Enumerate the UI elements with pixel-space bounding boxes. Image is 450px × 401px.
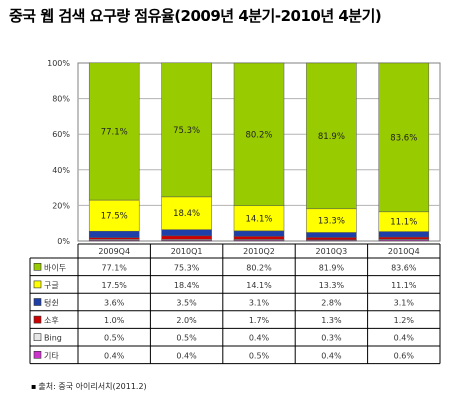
source-text: 출처: 중국 아이리서치(2011.2) [38, 382, 147, 391]
table-cell: 18.4% [174, 281, 200, 290]
legend-swatch [33, 333, 42, 342]
bar-segment [161, 196, 212, 230]
bar-segment [88, 237, 140, 240]
legend-label: Bing [44, 334, 62, 343]
bar-segment [306, 237, 357, 241]
bar-segment [306, 62, 357, 210]
bar-segment [378, 236, 430, 240]
y-tick-label: 20% [52, 201, 70, 210]
table-cell: 1.3% [321, 316, 342, 325]
bar-data-label: 77.1% [101, 127, 128, 137]
table-cell: 0.5% [176, 334, 197, 343]
table-cell: 0.4% [394, 334, 415, 343]
bar-segment [161, 229, 212, 237]
bar-data-label: 11.1% [390, 218, 417, 228]
table-cell: 1.2% [394, 316, 415, 325]
bullet-icon: ▪ [31, 382, 37, 391]
table-cell: 83.6% [391, 263, 417, 272]
table-cell: 0.5% [249, 351, 270, 360]
legend-swatch [33, 298, 42, 306]
table-cell: 3.1% [394, 299, 415, 308]
bar-data-label: 80.2% [245, 130, 272, 140]
bar-segment [306, 232, 357, 238]
bar-data-label: 81.9% [318, 132, 345, 142]
bar-data-label: 14.1% [245, 214, 272, 224]
category-label: 2010Q1 [171, 247, 203, 256]
legend-swatch [33, 280, 42, 289]
table-cell: 14.1% [246, 281, 272, 290]
y-tick-label: 0% [57, 237, 70, 246]
table-cell: 0.4% [176, 351, 197, 360]
category-label: 2010Q2 [243, 247, 275, 256]
legend-label: 기타 [44, 351, 59, 360]
bar-segment [161, 235, 212, 240]
bar-segment [161, 62, 212, 198]
bar-segment [88, 230, 140, 238]
bar-segment [378, 62, 430, 213]
legend-label: 바이두 [44, 262, 66, 272]
table-cell: 0.6% [394, 351, 415, 360]
table-cell: 2.8% [321, 299, 342, 308]
bar-segment [378, 231, 430, 238]
bar-data-label: 17.5% [101, 212, 128, 222]
bar-segment [233, 205, 285, 232]
category-label: 2009Q4 [98, 247, 130, 256]
legend-swatch [33, 262, 42, 271]
legend-swatch [33, 350, 42, 359]
source-note: ▪ 출처: 중국 아이리서치(2011.2) [31, 381, 147, 392]
table-cell: 80.2% [246, 263, 272, 272]
table-cell: 2.0% [176, 316, 197, 325]
y-tick-label: 60% [52, 130, 70, 139]
table-cell: 3.5% [176, 299, 197, 308]
table-cell: 3.6% [104, 299, 125, 308]
bar-segment [88, 62, 140, 201]
table-cell: 81.9% [319, 263, 345, 272]
bar-segment [88, 199, 140, 232]
bar-data-label: 83.6% [390, 133, 417, 143]
table-cell: 0.4% [249, 334, 270, 343]
legend-label: 소후 [44, 316, 59, 325]
legend-swatch [33, 315, 42, 324]
y-tick-label: 40% [52, 166, 70, 175]
category-label: 2010Q3 [316, 247, 348, 256]
table-cell: 0.5% [104, 334, 125, 343]
bar-data-label: 18.4% [173, 209, 200, 219]
y-tick-label: 80% [52, 95, 70, 104]
page-title: 중국 웹 검색 요구량 점유율(2009년 4분기-2010년 4분기) [9, 7, 382, 25]
y-tick-label: 100% [47, 59, 70, 68]
table-cell: 75.3% [174, 263, 200, 272]
bar-data-label: 13.3% [318, 217, 345, 227]
table-cell: 0.3% [321, 334, 342, 343]
table-cell: 77.1% [101, 263, 127, 272]
table-cell: 0.4% [104, 351, 125, 360]
table-cell: 3.1% [249, 299, 270, 308]
table-cell: 1.0% [104, 316, 125, 325]
table-cell: 1.7% [249, 316, 270, 325]
legend-label: 텅쉰 [44, 298, 59, 308]
table-cell: 17.5% [101, 281, 127, 290]
category-label: 2010Q4 [388, 247, 420, 256]
table-cell: 13.3% [319, 281, 345, 290]
bar-segment [233, 230, 285, 237]
bar-segment [233, 236, 285, 240]
table-cell: 0.4% [321, 351, 342, 360]
bar-segment [233, 62, 285, 207]
legend-label: 구글 [44, 281, 59, 290]
table-cell: 11.1% [391, 281, 417, 290]
bar-data-label: 75.3% [173, 126, 200, 136]
